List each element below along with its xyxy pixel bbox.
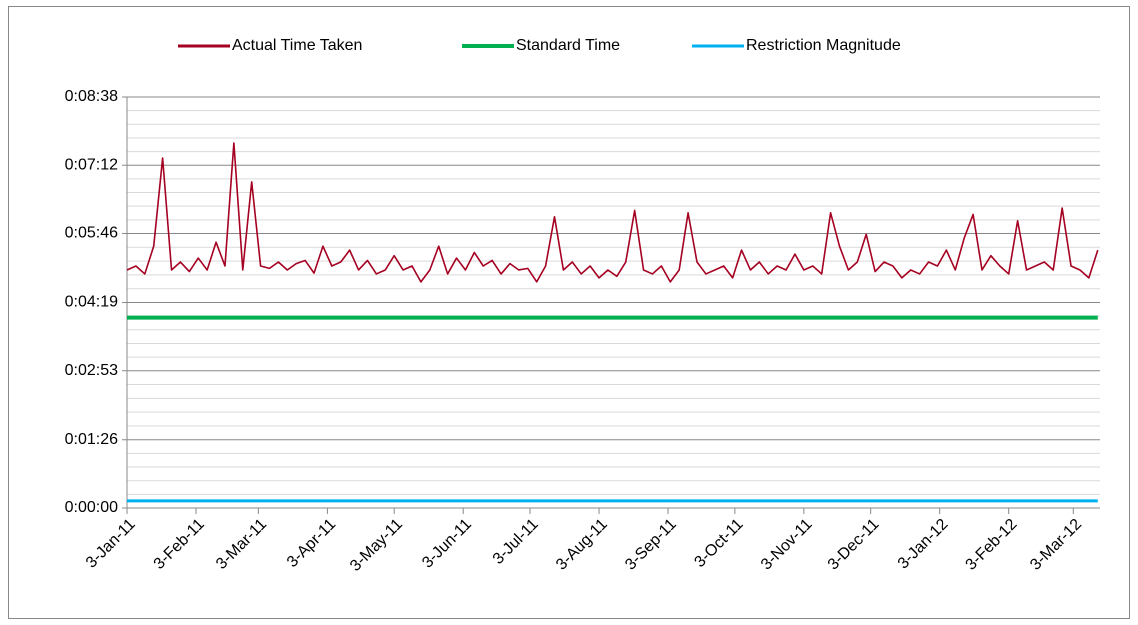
y-tick-label: 0:07:12: [65, 156, 118, 173]
legend-label: Restriction Magnitude: [746, 37, 901, 54]
legend-label: Standard Time: [516, 37, 620, 54]
y-tick-label: 0:05:46: [65, 225, 118, 242]
legend-label: Actual Time Taken: [232, 37, 362, 54]
y-tick-label: 0:04:19: [65, 294, 118, 311]
chart-border: [8, 6, 1130, 619]
y-tick-label: 0:00:00: [65, 499, 118, 516]
y-tick-label: 0:01:26: [65, 431, 118, 448]
y-tick-label: 0:08:38: [65, 88, 118, 105]
y-tick-label: 0:02:53: [65, 362, 118, 379]
series-line: [126, 142, 1099, 283]
